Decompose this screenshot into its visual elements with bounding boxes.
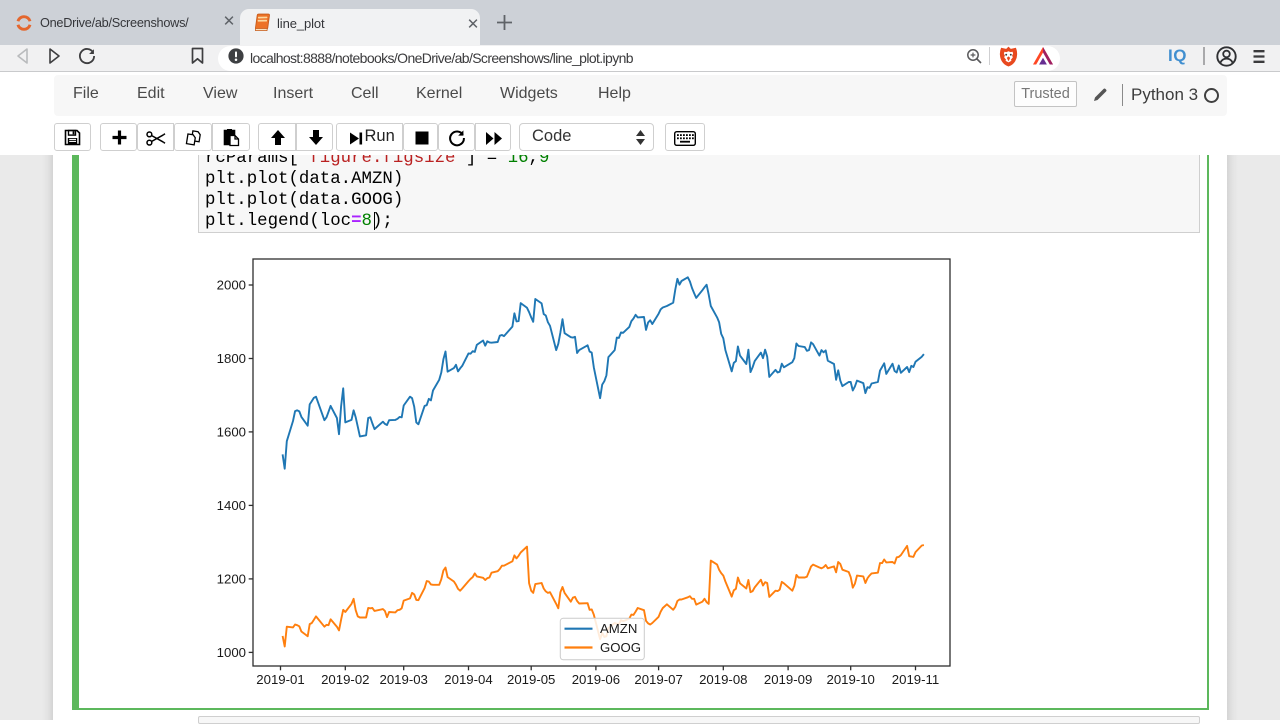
svg-text:2000: 2000 (217, 278, 246, 293)
svg-text:1800: 1800 (217, 351, 246, 366)
svg-text:2019-03: 2019-03 (379, 672, 427, 687)
svg-text:2019-01: 2019-01 (256, 672, 304, 687)
svg-text:2019-02: 2019-02 (321, 672, 369, 687)
svg-text:2019-06: 2019-06 (572, 672, 620, 687)
svg-text:2019-10: 2019-10 (826, 672, 874, 687)
svg-text:2019-09: 2019-09 (764, 672, 812, 687)
svg-text:2019-07: 2019-07 (634, 672, 682, 687)
svg-text:1600: 1600 (217, 424, 246, 439)
svg-text:1000: 1000 (217, 645, 246, 660)
svg-text:1400: 1400 (217, 498, 246, 513)
svg-text:2019-05: 2019-05 (507, 672, 555, 687)
svg-text:GOOG: GOOG (600, 640, 641, 655)
svg-text:AMZN: AMZN (600, 621, 637, 636)
svg-text:1200: 1200 (217, 571, 246, 586)
svg-text:2019-08: 2019-08 (699, 672, 747, 687)
svg-text:2019-04: 2019-04 (444, 672, 492, 687)
svg-text:2019-11: 2019-11 (892, 672, 939, 687)
